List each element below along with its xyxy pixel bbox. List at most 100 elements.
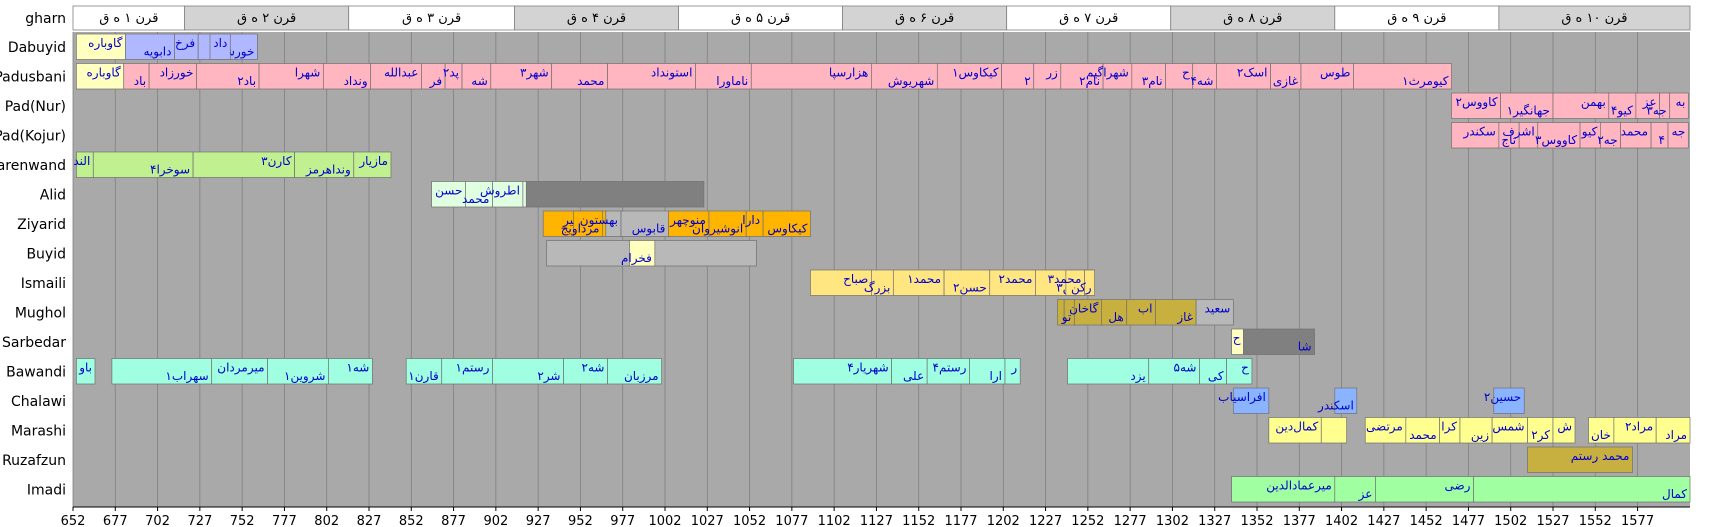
bar-label: سکندر — [1462, 125, 1495, 140]
bar-label: مراد۲ — [1625, 420, 1653, 435]
bar-label: محمد — [577, 74, 604, 88]
bar-label: شمس — [1492, 420, 1524, 435]
century-header-label: قرن ۷ ه ق — [1059, 11, 1118, 26]
timeline-bar — [125, 33, 175, 60]
row-label: Pad(Kojur) — [0, 128, 66, 144]
bar-label: محمد — [1409, 428, 1436, 442]
x-tick-label: 802 — [314, 514, 339, 527]
bar-label: ح — [1182, 66, 1190, 80]
timeline-bar — [1334, 387, 1358, 414]
row-label: Sarbedar — [2, 335, 66, 351]
bar-label: عبدالله — [384, 66, 418, 80]
timeline-bar — [431, 181, 466, 208]
timeline-bar — [1375, 476, 1474, 503]
timeline-bar — [322, 63, 372, 90]
timeline-bar — [936, 63, 1002, 90]
timeline-bar — [1126, 299, 1156, 326]
row-label: Mughol — [15, 305, 66, 321]
row-label: Bawandi — [6, 364, 66, 380]
bar-label: عز — [1358, 487, 1373, 502]
bar-label: جه۲ — [1597, 133, 1617, 147]
timeline-bar — [525, 181, 705, 208]
bar-label: باو — [78, 361, 92, 376]
bar-label: شهریوش — [888, 74, 934, 89]
timeline-bar — [353, 151, 392, 178]
bar-label: شهراگیم — [1086, 66, 1129, 81]
timeline-bar — [546, 240, 630, 267]
bar-label: گاوباره — [86, 66, 121, 81]
bar-label: شا — [1298, 340, 1312, 354]
x-tick-label: 777 — [272, 514, 297, 527]
bar-label: شهرا — [295, 66, 321, 81]
timeline-bar — [1320, 417, 1347, 444]
bar-label: سهراب۱ — [165, 369, 208, 384]
x-tick-label: 852 — [399, 514, 424, 527]
timeline-bar — [1131, 63, 1167, 90]
x-tick-label: 652 — [61, 514, 86, 527]
timeline-bar — [892, 269, 945, 296]
bar-label: محمد — [462, 192, 489, 206]
row-label: Ruzafzun — [2, 453, 66, 469]
timeline-bar — [1270, 63, 1302, 90]
timeline-bar — [267, 358, 329, 385]
x-tick-label: 752 — [230, 514, 255, 527]
century-header-label: قرن ۵ ه ق — [731, 11, 790, 26]
timeline-bar — [1067, 358, 1150, 385]
timeline-bar — [76, 358, 96, 385]
century-header-cell — [514, 5, 679, 31]
bar-label: مراد — [1665, 428, 1687, 443]
bar-label: محمد رستم — [1571, 449, 1630, 464]
century-header-label: قرن ۳ ه ق — [402, 11, 461, 26]
timeline-bar — [750, 63, 872, 90]
bar-label: مرتضی — [1366, 420, 1403, 435]
bar-label: ح — [1241, 361, 1249, 375]
timeline-bar — [1473, 476, 1691, 503]
timeline-bar — [1588, 417, 1615, 444]
timeline-bar — [1608, 92, 1637, 119]
bar-label: ر — [1010, 361, 1017, 376]
century-header-cell — [842, 5, 1008, 31]
x-tick-label: 1402 — [1325, 514, 1358, 527]
timeline-bar — [1243, 328, 1315, 355]
timeline-bar — [328, 358, 373, 385]
timeline-bar — [762, 210, 811, 237]
bar-label: شه۵ — [1174, 361, 1197, 375]
timeline-bar — [1001, 63, 1035, 90]
bar-label: کمال — [1662, 487, 1687, 501]
bar-label: دابویه — [143, 45, 171, 60]
bar-label: افراسیاب — [1218, 390, 1266, 405]
x-tick-label: 1002 — [648, 514, 681, 527]
timeline-bar — [969, 358, 1006, 385]
bar-label: خان — [1591, 428, 1611, 442]
row-label: Qarenwand — [0, 158, 66, 174]
timeline-bar — [209, 33, 231, 60]
bar-label: بزرگ — [864, 281, 891, 296]
bar-label: سعید — [1205, 302, 1231, 316]
timeline-bar — [492, 181, 524, 208]
timeline-bar — [1004, 358, 1021, 385]
century-header-cell — [1498, 5, 1691, 31]
bar-label: دارا — [742, 213, 760, 228]
bar-label: شر۲ — [537, 369, 560, 384]
timeline-bar — [1148, 358, 1200, 385]
bar-label: کاووس۳ — [1535, 133, 1577, 148]
timeline-bar — [522, 181, 527, 208]
bar-label: کاووس۲ — [1455, 95, 1497, 110]
timeline-bar — [551, 63, 608, 90]
bar-label: میرعمادالدین — [1266, 479, 1332, 494]
bar-label: داد — [213, 36, 227, 50]
timeline-bar — [1216, 63, 1271, 90]
timeline-bar — [1667, 122, 1689, 149]
bar-label: باد — [134, 74, 146, 88]
bar-label: اسک۲ — [1237, 66, 1268, 80]
timeline-bar — [668, 210, 710, 237]
timeline-bar — [258, 63, 324, 90]
bar-label: یزد — [1130, 369, 1145, 384]
bar-label: فرخ — [175, 36, 195, 51]
timeline-bar — [943, 269, 991, 296]
bar-label: کیو — [1581, 125, 1598, 140]
bar-label: کی — [1208, 369, 1224, 383]
timeline-bar — [1620, 122, 1652, 149]
bar-label: خورزاد — [160, 66, 194, 81]
bar-label: محمد۳ — [1048, 272, 1082, 286]
